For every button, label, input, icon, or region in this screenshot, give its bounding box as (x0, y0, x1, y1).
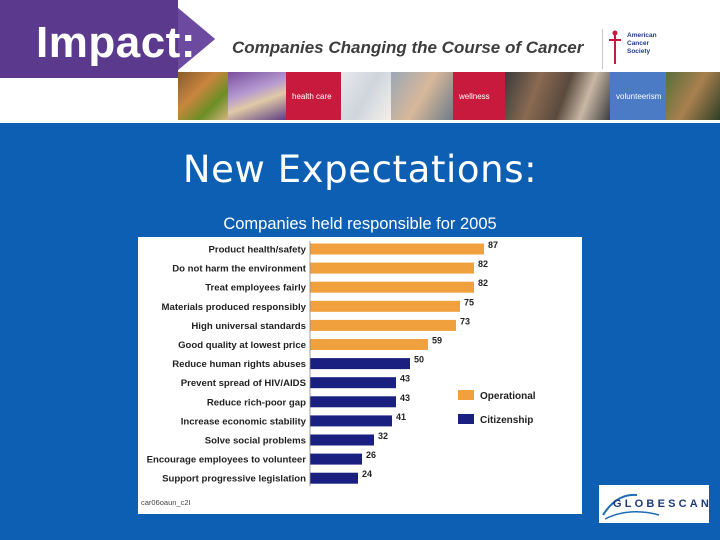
bar (310, 262, 474, 274)
source-code: car06oaun_c2I (141, 498, 191, 507)
bar (310, 358, 410, 370)
legend-label: Operational (480, 391, 536, 402)
value-label: 24 (362, 469, 372, 479)
impact-label: Impact: (36, 18, 196, 67)
category-label: Prevent spread of HIV/AIDS (181, 378, 307, 389)
photo-strip: health care wellness volunteerism (178, 72, 720, 120)
category-label: Solve social problems (205, 436, 306, 447)
category-label: Treat employees fairly (205, 283, 306, 294)
acs-logo: American Cancer Society (602, 29, 671, 69)
category-label: Support progressive legislation (162, 474, 306, 485)
value-label: 43 (400, 393, 410, 403)
bar (310, 243, 484, 255)
category-label: Increase economic stability (181, 416, 307, 427)
value-label: 82 (478, 259, 488, 269)
photo-businessmen (505, 72, 610, 120)
value-label: 73 (460, 316, 470, 326)
acs-logo-line: American (627, 32, 657, 39)
value-label: 43 (400, 374, 410, 384)
bar-chart: Product health/safety 87 Do not harm the e… (147, 240, 536, 487)
value-label: 75 (464, 297, 474, 307)
globescan-swoosh-icon (602, 493, 660, 520)
chart-panel: Product health/safety 87 Do not harm the e… (138, 237, 582, 514)
photo-doctor (341, 72, 391, 120)
globescan-logo: GLOBESCAN (599, 485, 709, 523)
legend-swatch (458, 414, 474, 424)
value-label: 82 (478, 278, 488, 288)
value-label: 59 (432, 336, 442, 346)
bar (310, 396, 396, 408)
category-label: Product health/safety (208, 245, 306, 256)
legend-label: Citizenship (480, 415, 533, 426)
value-label: 32 (378, 431, 388, 441)
acs-logo-line: Cancer (627, 40, 650, 47)
bar (310, 300, 460, 312)
bar (310, 415, 392, 427)
category-label: Good quality at lowest price (178, 340, 306, 351)
category-label: Reduce rich-poor gap (207, 397, 306, 408)
bar (310, 453, 362, 465)
category-label: Do not harm the environment (172, 264, 307, 275)
bar (310, 281, 474, 293)
label-health-care-text: health care (292, 92, 332, 101)
impact-flag (0, 0, 215, 78)
label-volunteerism: volunteerism (610, 72, 666, 120)
label-wellness: wellness (453, 72, 505, 120)
acs-logo-text: American Cancer Society (627, 32, 657, 56)
value-label: 50 (414, 355, 424, 365)
value-label: 26 (366, 450, 376, 460)
label-health-care: health care (286, 72, 341, 120)
value-label: 87 (488, 240, 498, 250)
photo-crowd (228, 72, 286, 120)
legend-swatch (458, 390, 474, 400)
header-title: Companies Changing the Course of Cancer (232, 38, 584, 57)
category-label: Reduce human rights abuses (172, 359, 306, 370)
photo-people (391, 72, 453, 120)
photo-cyclists (666, 72, 720, 120)
bar (310, 472, 358, 484)
acs-sword-icon (609, 30, 621, 64)
photo-produce (178, 72, 228, 120)
label-volunteerism-text: volunteerism (616, 92, 662, 101)
header-banner: Impact: Companies Changing the Course of… (0, 0, 720, 123)
bar (310, 339, 428, 350)
bar (310, 319, 456, 331)
bar (310, 377, 396, 389)
slide-title: New Expectations: (182, 148, 538, 191)
acs-logo-line: Society (627, 48, 651, 55)
bar (310, 434, 374, 446)
globescan-text: GLOBESCAN (613, 498, 713, 510)
value-label: 41 (396, 412, 406, 422)
category-label: Materials produced responsibly (162, 302, 307, 313)
category-label: Encourage employees to volunteer (147, 455, 307, 466)
label-wellness-text: wellness (459, 92, 490, 101)
slide-subtitle: Companies held responsible for 2005 (223, 215, 497, 233)
category-label: High universal standards (191, 321, 306, 332)
